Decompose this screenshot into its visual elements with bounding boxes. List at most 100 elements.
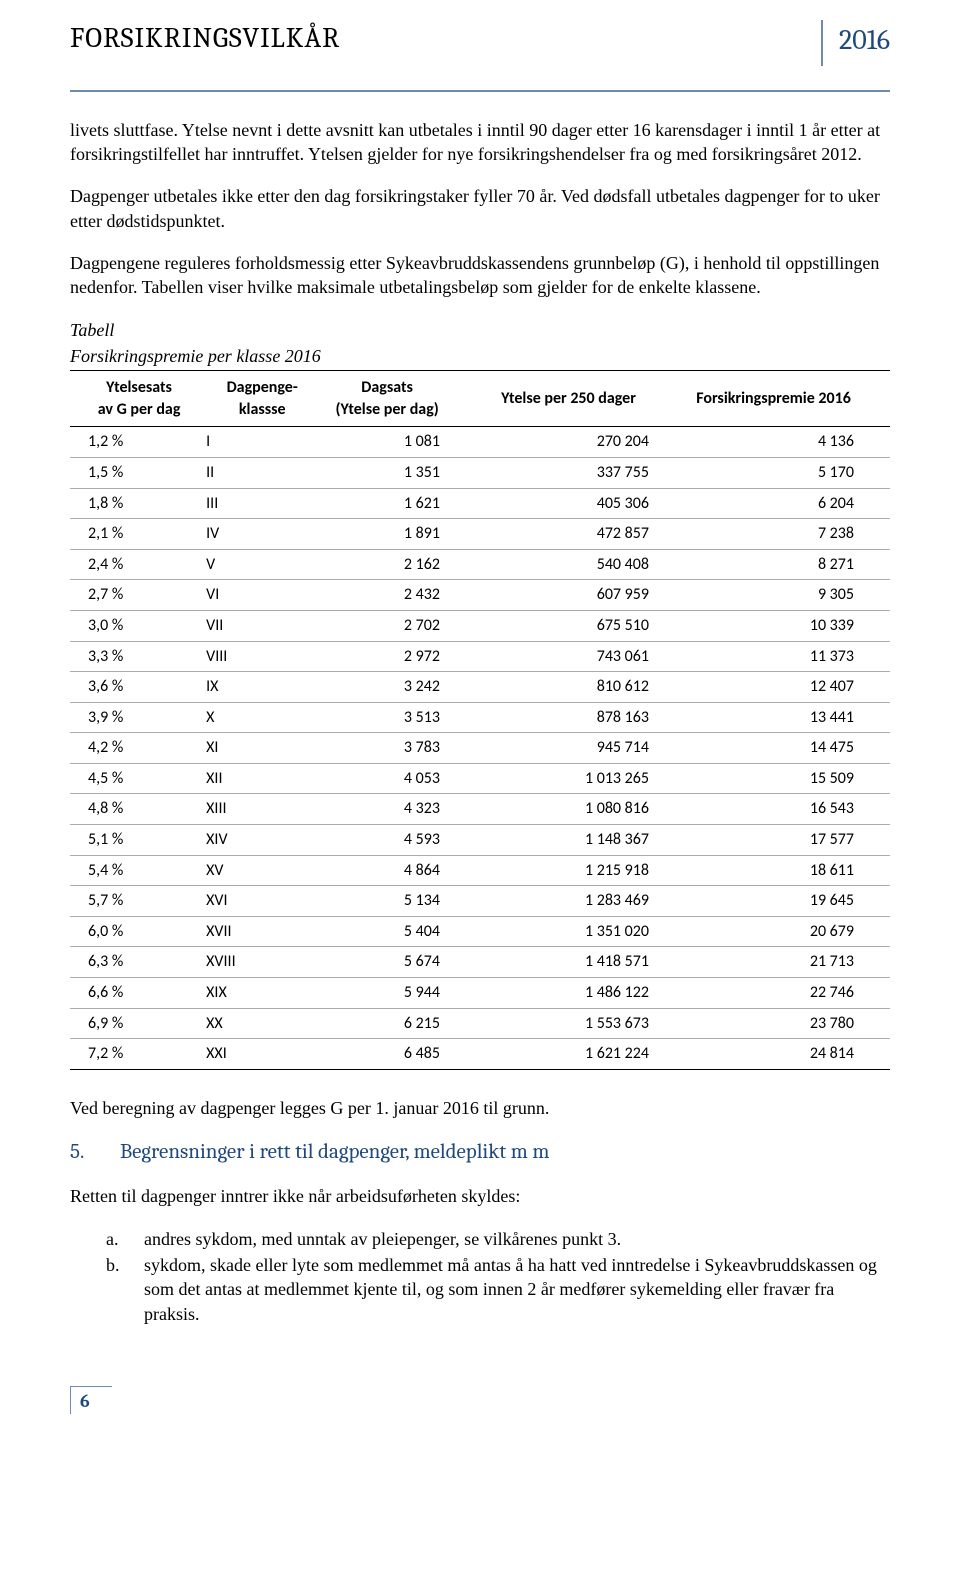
col-header-class: Dagpenge- klassse	[198, 371, 326, 427]
cell-class: X	[198, 702, 326, 733]
cell-rate: 5,1 %	[70, 825, 198, 856]
year-box: 2016	[821, 20, 890, 66]
document-year: 2016	[839, 22, 890, 60]
cell-rate: 5,7 %	[70, 886, 198, 917]
paragraph: livets sluttfase. Ytelse nevnt i dette a…	[70, 118, 890, 167]
cell-250: 1 486 122	[480, 978, 685, 1009]
cell-daily: 4 053	[326, 763, 480, 794]
cell-daily: 1 891	[326, 519, 480, 550]
cell-premie: 20 679	[685, 916, 890, 947]
cell-daily: 2 702	[326, 610, 480, 641]
cell-rate: 3,9 %	[70, 702, 198, 733]
table-caption-line: Tabell	[70, 318, 890, 342]
cell-rate: 4,2 %	[70, 733, 198, 764]
document-header: FORSIKRINGSVILKÅR 2016	[70, 20, 890, 66]
table-body: 1,2 %I1 081270 2044 1361,5 %II1 351337 7…	[70, 427, 890, 1069]
cell-premie: 5 170	[685, 457, 890, 488]
cell-rate: 4,8 %	[70, 794, 198, 825]
cell-class: II	[198, 457, 326, 488]
cell-rate: 7,2 %	[70, 1039, 198, 1070]
cell-class: XIV	[198, 825, 326, 856]
cell-250: 1 080 816	[480, 794, 685, 825]
cell-250: 540 408	[480, 549, 685, 580]
list-item: a. andres sykdom, med unntak av pleiepen…	[70, 1227, 890, 1251]
list-item: b. sykdom, skade eller lyte som medlemme…	[70, 1253, 890, 1326]
cell-class: IV	[198, 519, 326, 550]
cell-daily: 3 783	[326, 733, 480, 764]
table-row: 3,6 %IX3 242810 61212 407	[70, 672, 890, 703]
table-row: 7,2 %XXI6 4851 621 22424 814	[70, 1039, 890, 1070]
cell-premie: 21 713	[685, 947, 890, 978]
header-line: Ytelsesats	[88, 377, 190, 399]
cell-250: 607 959	[480, 580, 685, 611]
cell-daily: 6 215	[326, 1008, 480, 1039]
table-row: 2,1 %IV1 891472 8577 238	[70, 519, 890, 550]
cell-rate: 2,7 %	[70, 580, 198, 611]
table-row: 6,6 %XIX5 9441 486 12222 746	[70, 978, 890, 1009]
cell-rate: 1,5 %	[70, 457, 198, 488]
cell-premie: 10 339	[685, 610, 890, 641]
paragraph: Retten til dagpenger inntrer ikke når ar…	[70, 1184, 890, 1208]
table-row: 2,4 %V2 162540 4088 271	[70, 549, 890, 580]
cell-daily: 2 162	[326, 549, 480, 580]
cell-daily: 2 432	[326, 580, 480, 611]
table-row: 3,3 %VIII2 972743 06111 373	[70, 641, 890, 672]
cell-class: XVI	[198, 886, 326, 917]
cell-daily: 4 593	[326, 825, 480, 856]
table-header-row: Ytelsesats av G per dag Dagpenge- klasss…	[70, 371, 890, 427]
section-heading: 5. Begrensninger i rett til dagpenger, m…	[70, 1138, 890, 1166]
cell-premie: 24 814	[685, 1039, 890, 1070]
cell-class: VI	[198, 580, 326, 611]
table-row: 3,0 %VII2 702675 51010 339	[70, 610, 890, 641]
cell-rate: 3,0 %	[70, 610, 198, 641]
section-number: 5.	[70, 1138, 92, 1166]
cell-rate: 5,4 %	[70, 855, 198, 886]
cell-premie: 12 407	[685, 672, 890, 703]
cell-premie: 13 441	[685, 702, 890, 733]
cell-class: VIII	[198, 641, 326, 672]
cell-class: XII	[198, 763, 326, 794]
header-line: (Ytelse per dag)	[334, 399, 440, 421]
cell-250: 405 306	[480, 488, 685, 519]
cell-premie: 4 136	[685, 427, 890, 458]
page-number: 6	[80, 1390, 90, 1414]
cell-daily: 3 242	[326, 672, 480, 703]
cell-daily: 4 864	[326, 855, 480, 886]
table-row: 6,9 %XX6 2151 553 67323 780	[70, 1008, 890, 1039]
cell-250: 1 553 673	[480, 1008, 685, 1039]
cell-premie: 6 204	[685, 488, 890, 519]
cell-class: IX	[198, 672, 326, 703]
cell-rate: 1,8 %	[70, 488, 198, 519]
cell-250: 1 215 918	[480, 855, 685, 886]
cell-premie: 9 305	[685, 580, 890, 611]
cell-rate: 6,9 %	[70, 1008, 198, 1039]
table-row: 1,8 %III1 621405 3066 204	[70, 488, 890, 519]
cell-class: XXI	[198, 1039, 326, 1070]
cell-rate: 6,6 %	[70, 978, 198, 1009]
cell-premie: 11 373	[685, 641, 890, 672]
cell-rate: 6,3 %	[70, 947, 198, 978]
document-title: FORSIKRINGSVILKÅR	[70, 20, 710, 64]
cell-rate: 2,1 %	[70, 519, 198, 550]
paragraph: Ved beregning av dagpenger legges G per …	[70, 1096, 890, 1120]
cell-class: XI	[198, 733, 326, 764]
cell-class: XV	[198, 855, 326, 886]
cell-rate: 6,0 %	[70, 916, 198, 947]
cell-premie: 18 611	[685, 855, 890, 886]
col-header-rate: Ytelsesats av G per dag	[70, 371, 198, 427]
cell-250: 675 510	[480, 610, 685, 641]
cell-daily: 5 944	[326, 978, 480, 1009]
cell-premie: 23 780	[685, 1008, 890, 1039]
table-row: 6,0 %XVII5 4041 351 02020 679	[70, 916, 890, 947]
col-header-250: Ytelse per 250 dager	[480, 371, 685, 427]
header-line: Dagpenge-	[206, 377, 318, 399]
footer-rule-v	[70, 1386, 71, 1414]
table-row: 1,5 %II1 351337 7555 170	[70, 457, 890, 488]
table-row: 5,4 %XV4 8641 215 91818 611	[70, 855, 890, 886]
cell-rate: 1,2 %	[70, 427, 198, 458]
list-marker: a.	[106, 1227, 126, 1251]
cell-class: XX	[198, 1008, 326, 1039]
cell-250: 1 013 265	[480, 763, 685, 794]
table-row: 4,5 %XII4 0531 013 26515 509	[70, 763, 890, 794]
cell-class: III	[198, 488, 326, 519]
